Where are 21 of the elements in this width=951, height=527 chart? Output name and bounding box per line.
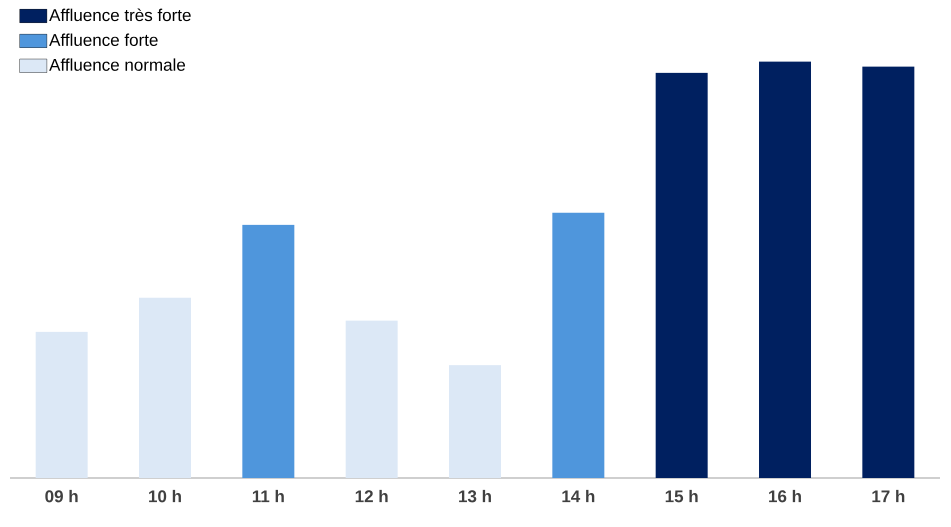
bar	[862, 66, 914, 478]
bar	[759, 62, 812, 478]
x-tick-label: 14 h	[562, 490, 594, 502]
legend-label: Affluence normale	[49, 58, 186, 71]
bar	[139, 298, 191, 478]
bar	[36, 332, 88, 478]
x-tick-label: 11 h	[252, 490, 284, 502]
x-tick-label: 13 h	[459, 490, 491, 502]
bar	[656, 72, 708, 478]
bar	[552, 212, 604, 478]
legend-label: Affluence très forte	[49, 8, 191, 22]
x-tick-label: 17 h	[872, 490, 904, 502]
x-tick-label: 10 h	[149, 490, 181, 502]
legend-label: Affluence forte	[49, 34, 158, 46]
bar	[346, 320, 398, 478]
bar	[242, 224, 294, 478]
x-tick-label: 12 h	[356, 490, 388, 502]
x-tick-label: 16 h	[769, 490, 801, 502]
x-tick-label: 09 h	[45, 490, 78, 502]
bar	[449, 365, 502, 478]
x-tick-label: 15 h	[666, 490, 698, 502]
